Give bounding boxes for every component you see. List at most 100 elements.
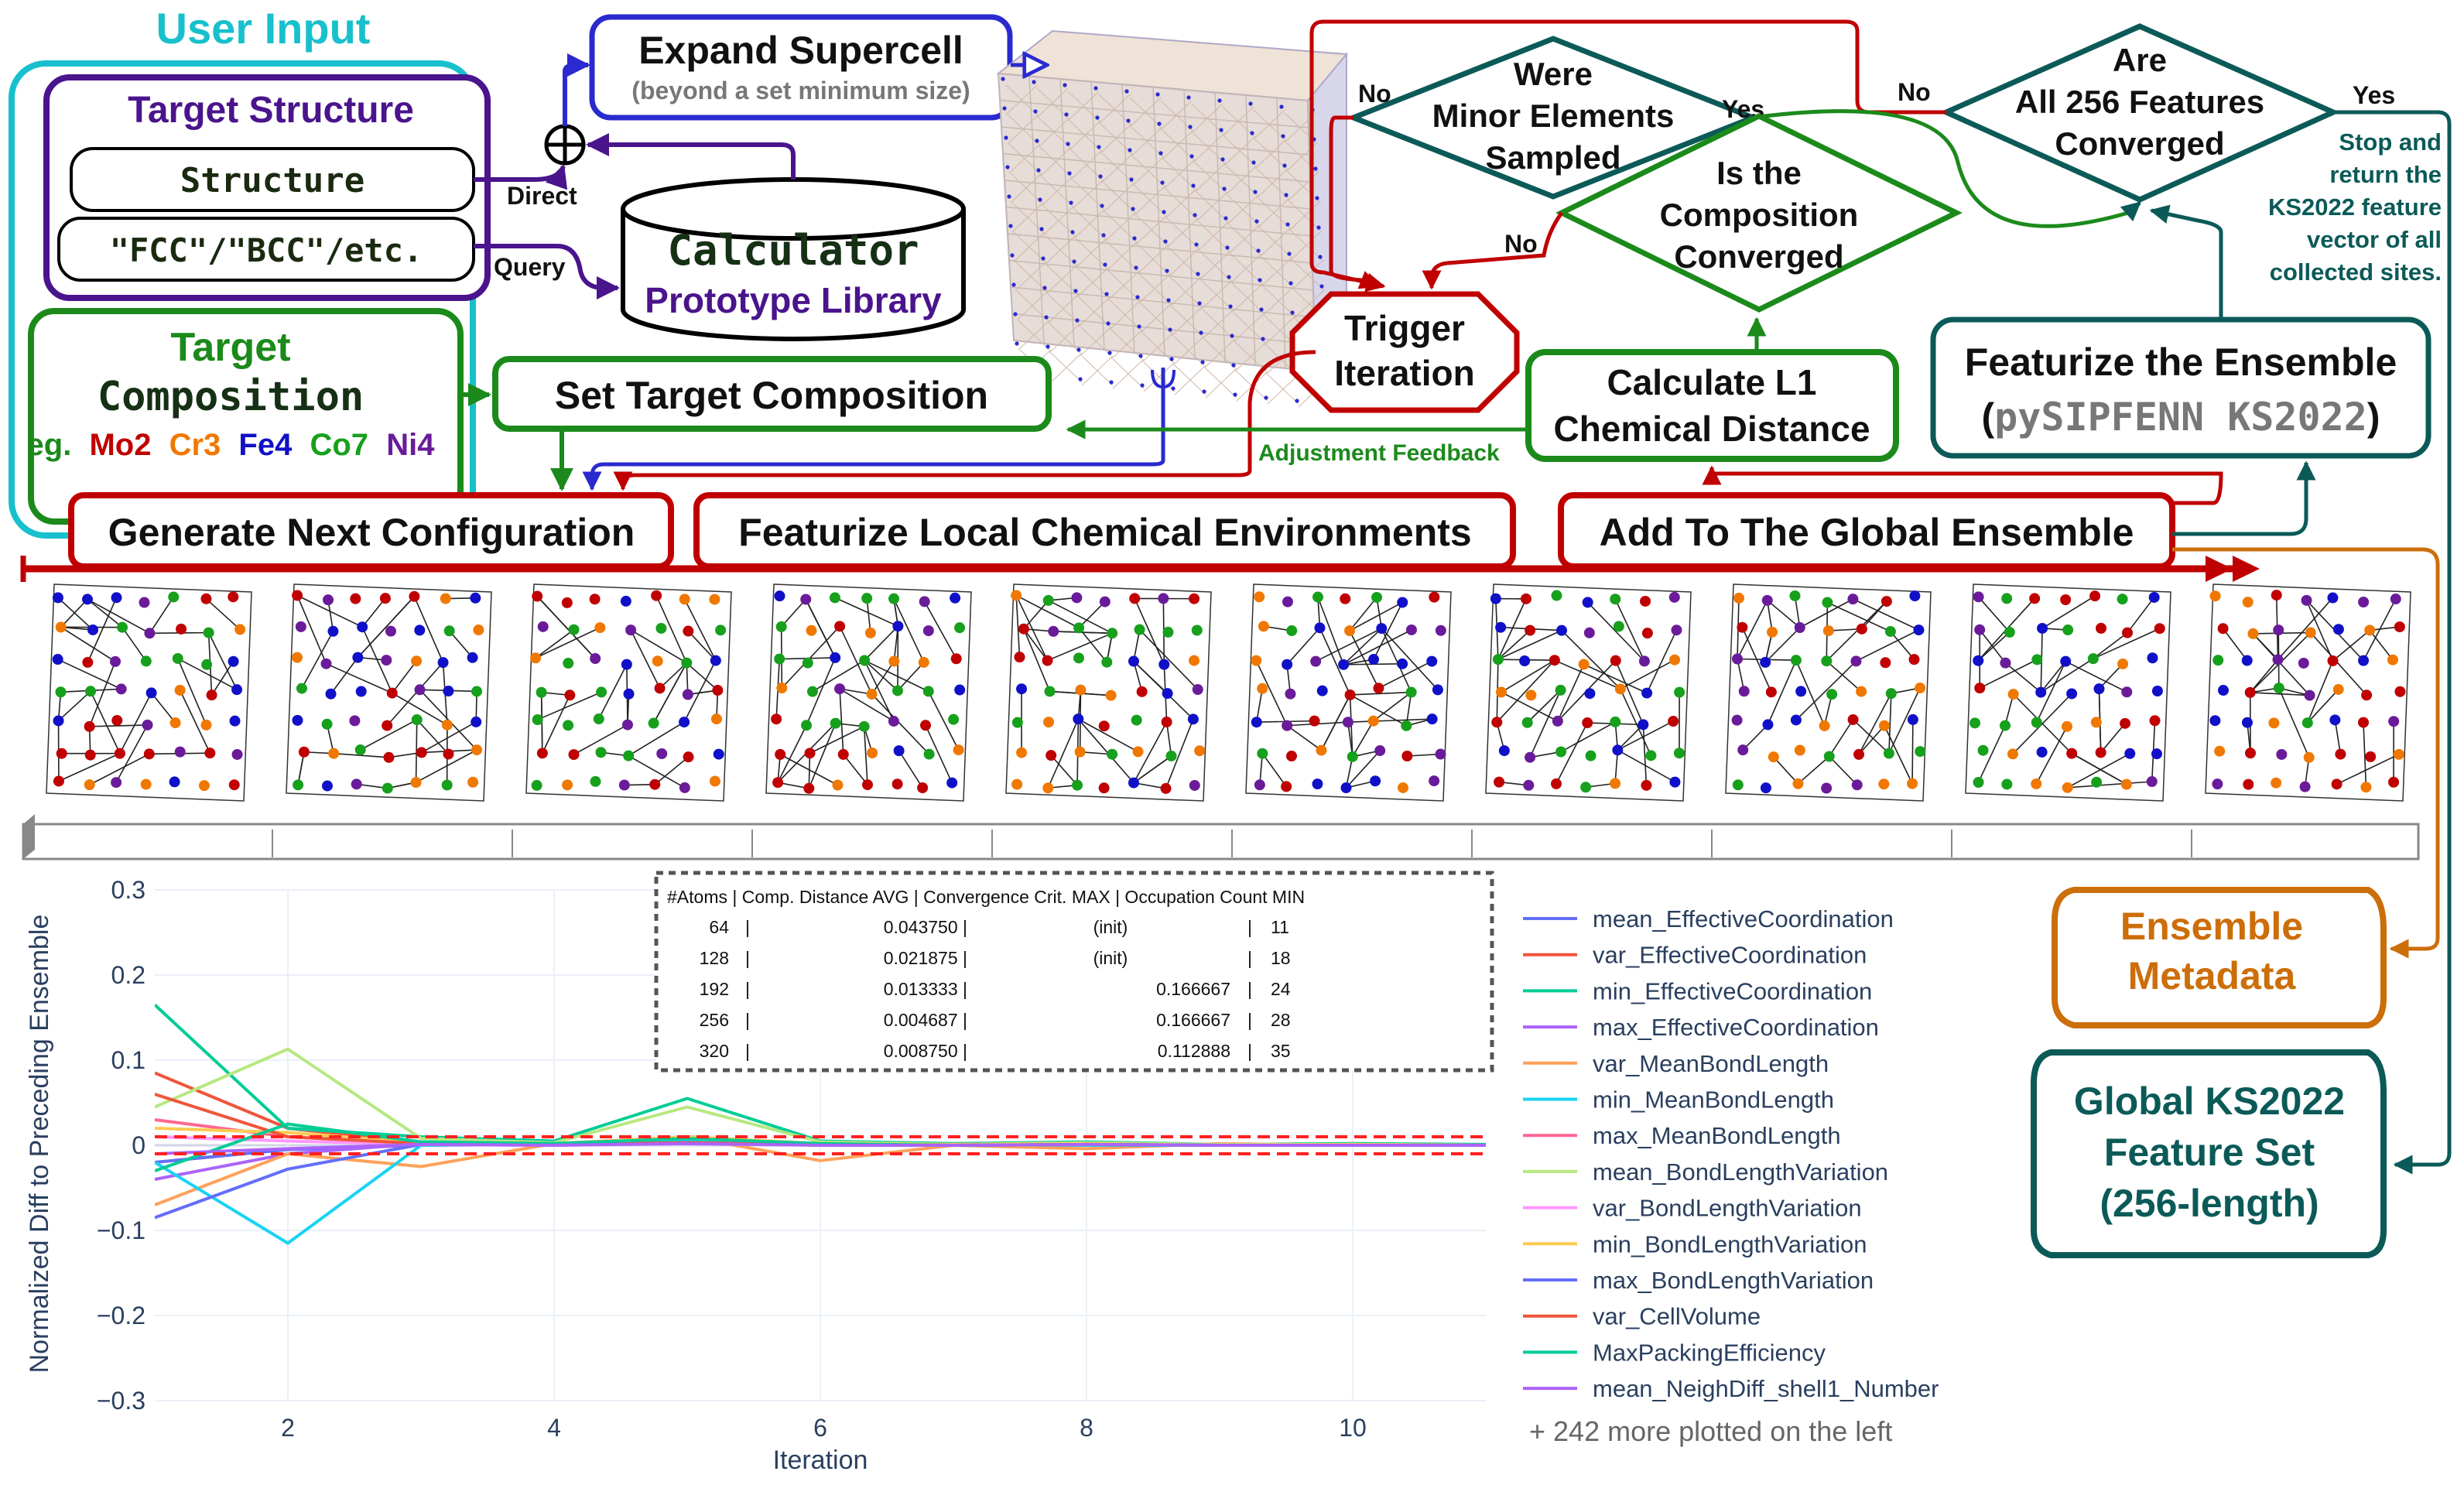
atom-site — [1674, 686, 1685, 698]
atom-site — [710, 655, 721, 666]
atom-site — [1790, 714, 1802, 726]
stop-note-line3: KS2022 feature — [2268, 193, 2442, 221]
atom-site — [888, 655, 900, 667]
atom-site — [2388, 716, 2400, 727]
chart-y-axis-label: Normalized Diff to Preceding Ensemble — [25, 915, 54, 1374]
atom-site — [1107, 628, 1118, 639]
atom-site — [1045, 750, 1057, 761]
expand-supercell-subtitle: (beyond a set minimum size) — [631, 77, 970, 104]
atom-site — [169, 776, 180, 788]
x-tick-label: 10 — [1339, 1414, 1367, 1442]
generate-configuration-label: Generate Next Configuration — [108, 511, 635, 554]
atom-site — [1973, 655, 1984, 666]
atom-site — [1822, 625, 1834, 637]
timeline-arrowhead-1 — [2206, 556, 2233, 582]
atom-site — [1405, 624, 1417, 635]
atom-site — [950, 653, 962, 665]
atom-site — [2004, 627, 2015, 638]
set-target-composition-box: Set Target Composition — [492, 356, 1052, 432]
atom-site — [2358, 597, 2370, 608]
atom-site — [1165, 750, 1177, 761]
legend-item: var_MeanBondLength — [1523, 1050, 1829, 1077]
atom-site — [2241, 717, 2253, 728]
atom-site — [1491, 717, 1503, 728]
atom-site — [593, 713, 604, 725]
atom-site — [1737, 744, 1749, 756]
svg-text:|: | — [1247, 1010, 1252, 1030]
atom-site — [168, 591, 180, 603]
atom-site — [52, 654, 63, 666]
timeline-arrowhead-2 — [2233, 556, 2260, 582]
atom-site — [440, 593, 451, 604]
atom-site — [293, 779, 304, 791]
calculator-title: Calculator — [667, 226, 919, 275]
atom-site — [1281, 781, 1292, 792]
atom-site — [803, 782, 815, 794]
atom-site — [1132, 746, 1144, 758]
table-cell: 64 — [709, 917, 729, 937]
composition-line2: Composition — [1660, 197, 1859, 233]
atom-site — [84, 720, 95, 732]
atom-site — [2120, 778, 2132, 790]
atom-site — [410, 777, 422, 789]
atom-site — [649, 778, 661, 790]
atom-site — [1494, 776, 1505, 788]
element-fe: Fe4 — [238, 428, 293, 462]
atom-site — [2272, 654, 2284, 666]
atom-site — [1257, 683, 1268, 694]
structure-field-text: Structure — [180, 161, 364, 200]
atom-site — [862, 779, 874, 791]
atom-site — [652, 655, 663, 667]
atom-site — [1638, 655, 1650, 667]
structure-panel — [286, 583, 492, 802]
input-connectors: Direct Query — [474, 65, 1045, 299]
atom-site — [2390, 594, 2401, 605]
atom-site — [2001, 778, 2013, 790]
atom-site — [1429, 775, 1440, 787]
atom-site — [2087, 653, 2099, 665]
atom-site — [1282, 596, 1293, 607]
atom-site — [1191, 624, 1203, 636]
atom-site — [806, 624, 817, 636]
svg-text:|: | — [1247, 948, 1252, 968]
atom-site — [1789, 590, 1801, 601]
atom-site — [1376, 623, 1388, 635]
atom-site — [1105, 689, 1117, 701]
atom-site — [771, 713, 782, 725]
atom-site — [2151, 748, 2163, 760]
y-tick-label: −0.3 — [97, 1387, 145, 1415]
x-tick-label: 2 — [281, 1414, 295, 1442]
atom-site — [679, 594, 690, 605]
atom-site — [1856, 623, 1867, 635]
atom-site — [2394, 621, 2405, 633]
featurize-ensemble-line1: Featurize the Ensemble — [1965, 340, 2397, 384]
atom-site — [1668, 591, 1680, 603]
atom-site — [837, 748, 849, 760]
atom-site — [1881, 596, 1892, 607]
atom-site — [1134, 624, 1145, 635]
legend-label: min_MeanBondLength — [1593, 1086, 1834, 1114]
atom-site — [888, 593, 900, 604]
atom-site — [1435, 748, 1446, 760]
atom-site — [231, 684, 243, 696]
atom-site — [1312, 591, 1323, 603]
atom-site — [563, 658, 574, 669]
atom-site — [2273, 683, 2284, 694]
atom-site — [1189, 655, 1200, 666]
atom-site — [471, 716, 482, 727]
atom-site — [1367, 715, 1379, 727]
atom-site — [1347, 751, 1358, 762]
table-row: 64 | 0.043750 | (init) | 11 — [709, 917, 1288, 937]
target-structure-label: Target Structure — [128, 90, 414, 131]
atom-site — [2061, 720, 2072, 732]
atom-site — [87, 624, 99, 635]
atom-site — [1158, 593, 1169, 604]
composition-no-label: No — [1504, 230, 1538, 258]
atom-site — [564, 689, 576, 701]
atom-site — [467, 652, 478, 663]
atom-site — [1821, 655, 1833, 667]
atom-site — [2031, 717, 2042, 728]
atom-site — [386, 687, 398, 699]
table-cell: 35 — [1271, 1041, 1291, 1061]
